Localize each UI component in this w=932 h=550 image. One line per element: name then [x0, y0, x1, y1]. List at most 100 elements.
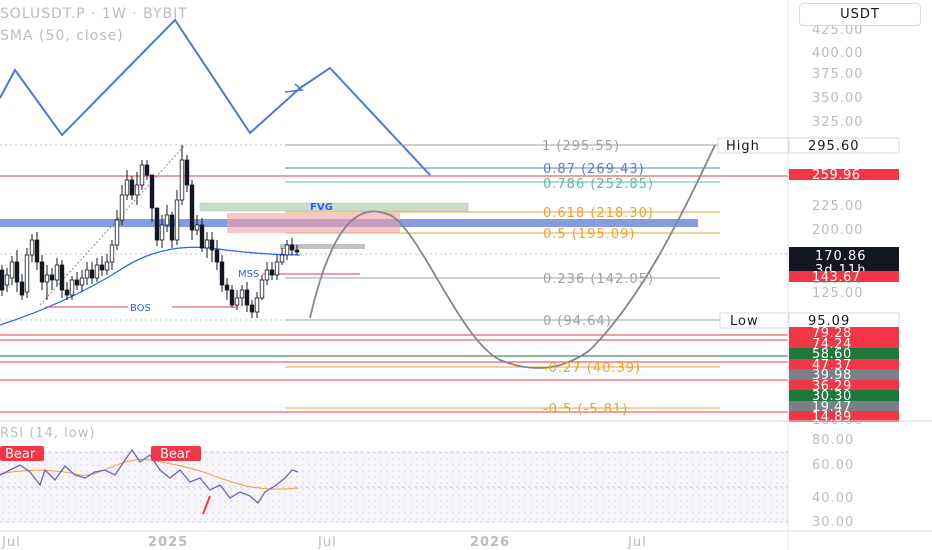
candle-body	[149, 174, 155, 209]
fib-level-label: 0 (94.64)	[543, 314, 612, 329]
candle-body	[39, 261, 45, 283]
gray-box	[280, 244, 365, 249]
price-axis-label: 200.00	[812, 223, 864, 238]
candle-body	[244, 289, 250, 306]
candle-body	[239, 289, 245, 299]
candle-body	[249, 304, 255, 313]
candle-body	[24, 254, 30, 293]
price-tag: 14.89	[789, 410, 899, 425]
time-axis-label: 2026	[470, 535, 510, 550]
bos-label: BOS	[130, 303, 151, 314]
candle-body	[84, 269, 90, 279]
candle-body	[19, 281, 25, 296]
candle-body	[164, 214, 170, 226]
candle-body	[144, 164, 150, 176]
candle-body	[169, 214, 175, 241]
mss-label: MSS	[238, 269, 259, 280]
candle-body	[14, 261, 20, 283]
time-axis-label: Jul	[627, 535, 647, 550]
candle-body	[124, 179, 130, 196]
candle-body	[0, 269, 5, 291]
price-axis-label: 125.00	[812, 286, 864, 301]
fib-level-label: -0.5 (-5.81)	[543, 402, 628, 417]
candle-body	[184, 159, 190, 186]
fib-level-label: 0.87 (269.43)	[543, 162, 645, 177]
bear-label-1: Bear	[0, 446, 44, 462]
candle-body	[69, 279, 75, 296]
time-axis-label: 2025	[148, 535, 188, 550]
time-axis-label: Jul	[1, 535, 21, 550]
candle-body	[224, 284, 230, 291]
candle-body	[274, 261, 280, 276]
candle-body	[119, 194, 125, 221]
candle-body	[229, 289, 235, 306]
svg-text:170.86: 170.86	[815, 249, 867, 264]
time-axis[interactable]: Jul 2025 Jul 2026 Jul	[1, 535, 647, 550]
candle-body	[194, 224, 200, 231]
svg-text:295.60: 295.60	[808, 139, 860, 154]
svg-text:Low: Low	[730, 314, 759, 329]
candle-body	[199, 224, 205, 249]
price-axis-label: 425.00	[812, 23, 864, 38]
candle-body	[154, 207, 160, 241]
red-levels	[0, 175, 788, 413]
candle-body	[264, 269, 270, 281]
candle-body	[159, 224, 165, 241]
price-tag: 58.60	[789, 347, 899, 362]
fib-level-label: 1 (295.55)	[542, 139, 620, 154]
candle-body	[209, 239, 215, 251]
candle-body	[59, 264, 65, 291]
svg-text:95.09: 95.09	[808, 314, 850, 329]
candle-body	[139, 164, 145, 186]
supply-box	[227, 213, 400, 233]
candle-body	[134, 184, 140, 196]
candle-body	[4, 274, 10, 286]
high-value-tag: 295.60	[788, 137, 900, 154]
candle-body	[99, 264, 105, 271]
rsi-pane: RSI (14, low)	[0, 426, 788, 523]
candle-body	[269, 269, 275, 276]
price-axis[interactable]: 425.00 400.00 375.00 350.00 325.00 225.00 200.…	[812, 23, 864, 428]
svg-text:High: High	[726, 139, 760, 154]
candle-body	[104, 261, 110, 271]
rsi-axis[interactable]: 80.00 60.00 40.00 30.00	[812, 433, 854, 530]
price-axis-label: 375.00	[812, 67, 864, 82]
candle-body	[189, 184, 195, 231]
candle-body	[9, 261, 15, 279]
candle-body	[109, 244, 115, 263]
indicator-line: SMA (50, close)	[0, 28, 124, 44]
price-axis-label: 225.00	[812, 199, 864, 214]
sma-line	[0, 246, 301, 326]
time-axis-label: Jul	[317, 535, 337, 550]
fib-level-label: 0.236 (142.05)	[543, 272, 654, 287]
currency-button[interactable]: USDT	[799, 3, 921, 26]
candle-body	[29, 239, 35, 256]
candle-body	[279, 254, 285, 263]
candle-body	[289, 244, 295, 251]
candle-body	[49, 274, 55, 281]
projection-zigzag	[0, 18, 431, 176]
price-tag: 143.67	[789, 270, 899, 285]
rsi-axis-label: 80.00	[812, 433, 854, 448]
price-tag: 30.30	[789, 389, 899, 404]
candle-body	[114, 219, 120, 246]
candle-body	[219, 261, 225, 286]
svg-text:14.89: 14.89	[812, 410, 852, 425]
rsi-line	[0, 448, 299, 504]
svg-text:259.96: 259.96	[812, 168, 861, 183]
candle-body	[64, 289, 70, 296]
candle-body	[294, 249, 300, 253]
candle-body	[214, 249, 220, 263]
candle-body	[234, 297, 240, 306]
fib-level-label: -0.27 (40.39)	[543, 361, 641, 376]
candle-body	[79, 277, 85, 286]
candle-body	[174, 199, 180, 241]
fib-level-label: 0.5 (195.09)	[543, 227, 635, 242]
candle-body	[74, 279, 80, 286]
candle-body	[44, 274, 50, 283]
price-axis-label: 400.00	[812, 46, 864, 61]
candle-body	[129, 179, 135, 196]
rsi-ma-line	[0, 459, 299, 490]
candles	[0, 145, 300, 318]
